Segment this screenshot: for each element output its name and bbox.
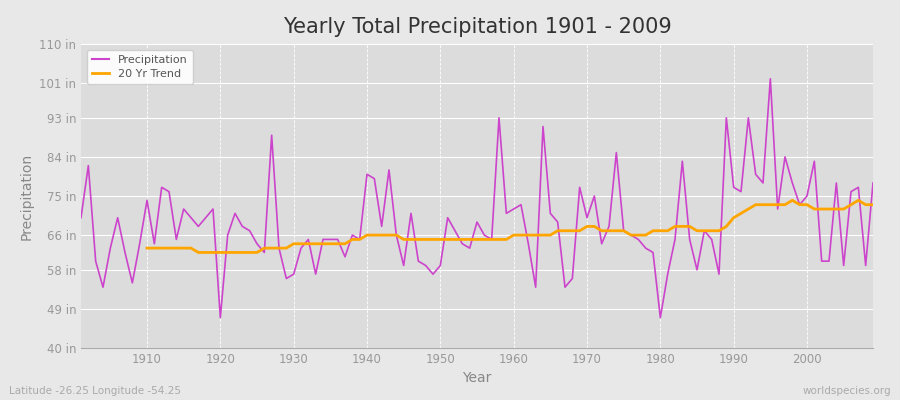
Legend: Precipitation, 20 Yr Trend: Precipitation, 20 Yr Trend [86, 50, 193, 84]
Text: worldspecies.org: worldspecies.org [803, 386, 891, 396]
Title: Yearly Total Precipitation 1901 - 2009: Yearly Total Precipitation 1901 - 2009 [283, 17, 671, 37]
Text: Latitude -26.25 Longitude -54.25: Latitude -26.25 Longitude -54.25 [9, 386, 181, 396]
Y-axis label: Precipitation: Precipitation [20, 152, 33, 240]
X-axis label: Year: Year [463, 372, 491, 386]
